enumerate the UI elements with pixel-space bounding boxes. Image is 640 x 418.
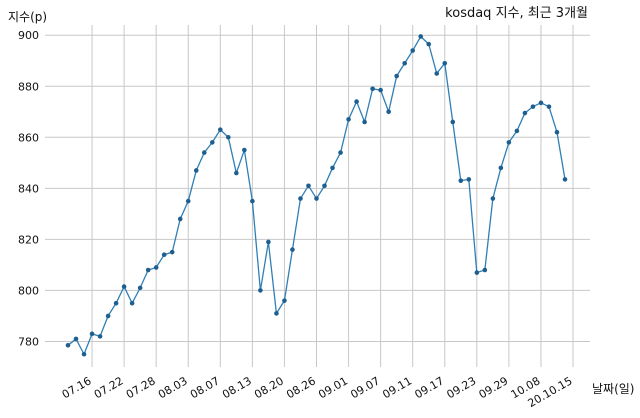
data-point [314,196,319,201]
y-tick-label: 820 [18,233,39,246]
data-point [426,41,432,47]
data-point [442,60,448,66]
y-tick-label: 900 [18,29,39,42]
data-point [89,331,95,337]
data-point [218,127,223,132]
x-tick-label: 08.07 [188,374,222,401]
data-point [113,300,119,306]
y-tick-label: 800 [18,284,39,297]
y-axis-label: 지수(p) [8,10,47,24]
data-point [482,267,488,273]
data-point [322,183,327,189]
data-point [362,119,367,125]
grid-lines [45,25,590,367]
data-point [394,73,399,79]
data-point [474,270,480,275]
data-point [161,252,167,258]
data-point [169,249,175,255]
data-point [530,104,536,109]
data-point [346,117,351,122]
data-point [386,109,391,115]
data-point [330,165,335,171]
data-point [282,298,287,303]
data-point [354,99,359,104]
data-point [290,247,295,252]
data-point [458,178,464,183]
y-tick-label: 840 [18,182,39,195]
data-point [209,140,215,145]
data-point [97,334,103,339]
data-point [145,267,151,273]
data-point [498,165,504,171]
data-point [370,86,375,92]
data-point [105,313,111,319]
data-point [410,48,415,53]
data-point [538,100,544,106]
x-tick-label: 08.26 [284,374,318,401]
data-point [466,177,472,182]
data-point [418,34,424,39]
x-tick-label: 08.03 [156,374,190,401]
x-tick-label: 09.07 [348,374,382,401]
data-point [562,177,568,182]
data-point [402,60,407,66]
x-tick-label: 07.22 [92,374,126,401]
data-point [185,198,191,204]
data-point [153,265,159,270]
data-point [242,147,247,153]
data-point [378,87,383,93]
data-point [121,284,127,289]
data-point [234,170,239,176]
series-layer [65,34,568,357]
data-point [546,104,552,109]
x-tick-label: 07.28 [124,374,158,401]
data-point [193,168,199,173]
data-point [298,196,303,201]
data-point [137,285,143,291]
data-point [450,119,456,125]
data-point [201,150,207,155]
data-point [129,300,135,306]
data-point [522,110,528,116]
data-point [506,140,512,145]
x-tick-label: 08.13 [220,374,254,401]
chart-title: kosdaq 지수, 최근 3개월 [445,6,588,21]
data-point [274,311,279,316]
data-point [65,343,71,348]
data-point [306,183,311,189]
y-tick-label: 780 [18,335,39,348]
data-point [490,196,496,201]
y-tick-label: 880 [18,80,39,93]
data-point [514,128,520,134]
x-tick-label: 09.29 [477,374,511,401]
data-point [258,288,263,293]
x-tick-label: 07.16 [60,374,94,401]
x-tick-label: 08.20 [252,374,286,401]
data-point [554,129,560,135]
data-point [338,150,343,155]
data-point [250,198,255,204]
x-tick-label: 09.23 [445,374,479,401]
x-tick-label: 09.11 [380,374,414,401]
data-point [266,239,271,245]
x-tick-label: 09.17 [412,374,446,401]
data-point [177,216,183,222]
data-point [434,71,440,76]
y-tick-label: 860 [18,131,39,144]
x-tick-label: 09.01 [316,374,350,401]
x-axis-label: 날짜(일) [592,382,634,396]
data-point [81,351,87,357]
data-point [226,134,231,140]
data-point [73,336,79,342]
